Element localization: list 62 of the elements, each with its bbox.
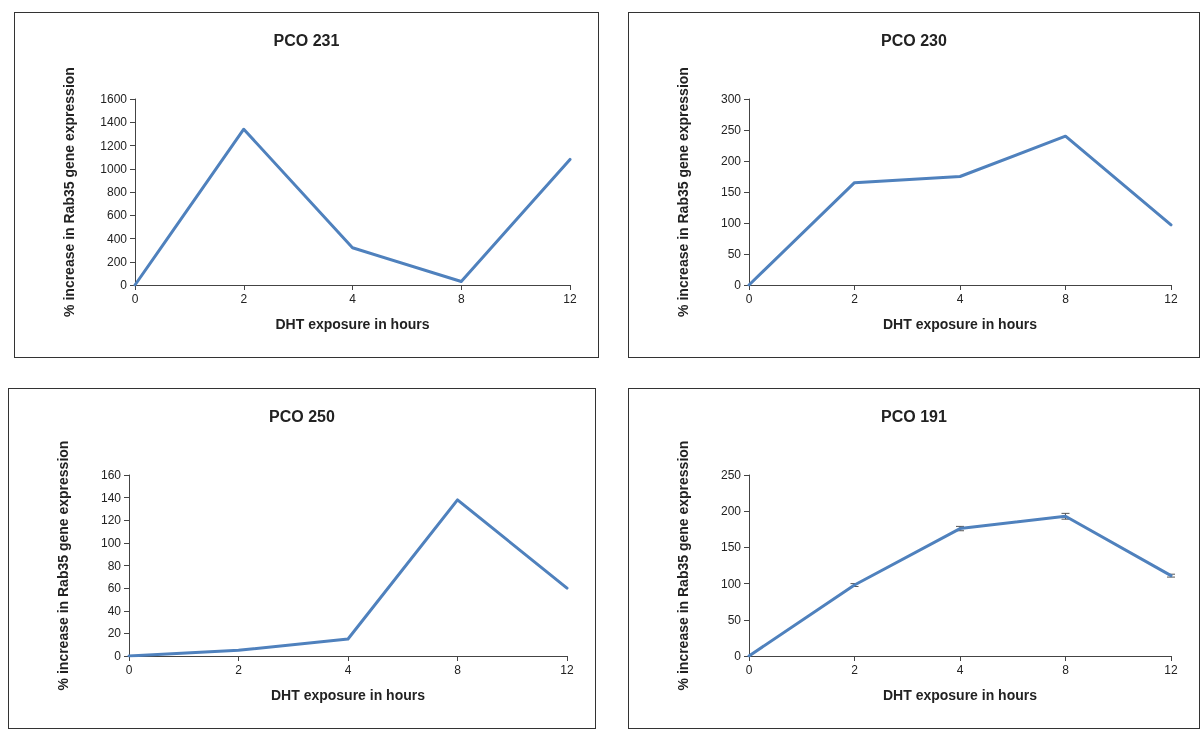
- y-tick-label: 600: [106, 208, 128, 223]
- y-tick-label: 400: [106, 231, 128, 246]
- y-axis-title: % increase in Rab35 gene expression: [60, 67, 77, 317]
- x-tick-label: 2: [240, 292, 248, 306]
- x-tick-label: 8: [1062, 292, 1070, 306]
- x-tick-label: 4: [349, 292, 357, 306]
- x-tick-label: 0: [131, 292, 139, 306]
- x-tick-label: 4: [956, 663, 964, 677]
- y-tick-label: 0: [114, 649, 122, 663]
- y-tick-label: 250: [720, 123, 742, 137]
- x-tick-label: 12: [1164, 292, 1178, 306]
- y-tick-label: 300: [720, 92, 742, 106]
- y-tick-label: 200: [720, 504, 742, 519]
- y-tick-label: 200: [720, 154, 742, 168]
- x-tick-label: 2: [235, 663, 243, 677]
- y-tick-label: 200: [106, 254, 128, 269]
- x-tick-label: 2: [851, 663, 859, 677]
- y-tick-label: 80: [107, 558, 122, 573]
- y-tick-label: 800: [106, 185, 128, 199]
- y-axis-title: % increase in Rab35 gene expression: [674, 67, 691, 317]
- y-tick-label: 1000: [100, 161, 128, 176]
- x-tick-label: 8: [454, 663, 462, 677]
- y-tick-label: 160: [100, 468, 122, 482]
- y-tick-label: 100: [720, 216, 742, 230]
- y-axis-title: % increase in Rab35 gene expression: [54, 440, 71, 691]
- y-tick-label: 100: [100, 535, 122, 550]
- y-tick-label: 0: [120, 278, 128, 292]
- y-tick-label: 150: [720, 540, 742, 555]
- y-axis-title: % increase in Rab35 gene expression: [674, 440, 691, 691]
- x-axis-title: DHT exposure in hours: [882, 687, 1038, 703]
- x-tick-label: 0: [745, 663, 753, 677]
- x-tick-label: 2: [851, 292, 859, 306]
- y-tick-label: 1400: [100, 115, 128, 130]
- chart-title: PCO 191: [881, 407, 948, 425]
- x-tick-label: 12: [563, 292, 577, 306]
- y-tick-label: 50: [727, 612, 742, 627]
- chart-title: PCO 231: [273, 31, 340, 49]
- y-tick-label: 100: [720, 576, 742, 591]
- x-tick-label: 4: [956, 292, 964, 306]
- y-tick-label: 60: [107, 581, 122, 596]
- y-tick-label: 20: [107, 626, 122, 641]
- x-tick-label: 0: [745, 292, 753, 306]
- x-axis-title: DHT exposure in hours: [882, 316, 1038, 332]
- y-tick-label: 0: [734, 649, 742, 663]
- y-tick-label: 140: [100, 490, 122, 505]
- x-tick-label: 12: [560, 663, 574, 677]
- y-tick-label: 50: [727, 247, 742, 261]
- x-tick-label: 4: [344, 663, 352, 677]
- x-axis-title: DHT exposure in hours: [275, 316, 430, 332]
- y-tick-label: 1600: [100, 92, 128, 106]
- chart-title: PCO 230: [881, 31, 948, 49]
- x-tick-label: 12: [1164, 663, 1178, 677]
- y-tick-label: 150: [720, 185, 742, 199]
- chart-title: PCO 250: [269, 407, 336, 425]
- y-tick-label: 1200: [100, 138, 128, 153]
- x-axis-title: DHT exposure in hours: [270, 687, 426, 703]
- y-tick-label: 120: [100, 513, 122, 528]
- x-tick-label: 8: [457, 292, 465, 306]
- y-tick-label: 0: [734, 278, 742, 292]
- y-tick-label: 250: [720, 468, 742, 482]
- x-tick-label: 8: [1062, 663, 1070, 677]
- y-tick-label: 40: [107, 603, 122, 618]
